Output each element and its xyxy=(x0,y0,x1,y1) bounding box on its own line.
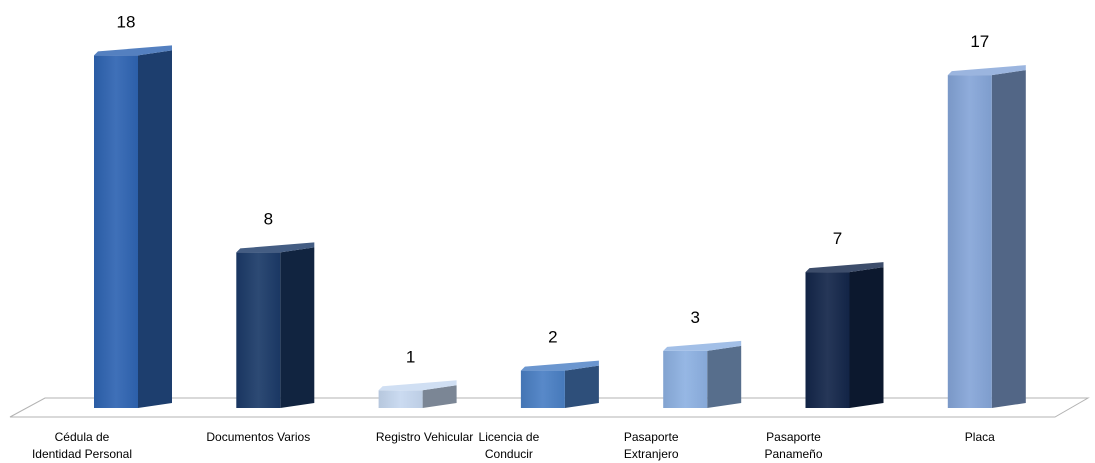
value-labels: 18 8 1 2 3 7 17 xyxy=(117,12,990,366)
bar-0 xyxy=(94,45,172,409)
bar-side-1 xyxy=(280,247,315,408)
category-labels: Cédula de Identidad Personal Documentos Va… xyxy=(32,430,995,461)
bar-side-0 xyxy=(138,50,172,409)
category-label: Pasaporte Extranjero xyxy=(624,430,679,461)
bar-side-2 xyxy=(422,385,457,408)
bar-side-4 xyxy=(707,345,742,408)
bar-side-3 xyxy=(564,365,599,408)
value-label: 8 xyxy=(264,209,273,228)
category-label: Licencia de Conducir xyxy=(479,430,540,461)
value-label: 18 xyxy=(117,12,136,31)
bar-front-3 xyxy=(520,370,565,408)
value-label: 17 xyxy=(970,32,989,51)
bar-top-5 xyxy=(805,262,884,273)
bar-front-4 xyxy=(663,350,708,408)
category-label: Cédula de Identidad Personal xyxy=(32,430,132,461)
bar-6 xyxy=(947,65,1026,408)
bar-front-2 xyxy=(378,390,423,408)
value-label: 2 xyxy=(548,328,557,347)
bar-4 xyxy=(663,340,742,408)
bar-side-6 xyxy=(991,70,1026,408)
bar-top-4 xyxy=(663,340,742,351)
category-label: Documentos Varios xyxy=(206,430,310,444)
bar-front-6 xyxy=(947,75,992,408)
bar-top-0 xyxy=(94,45,172,56)
category-label: Pasaporte Panameño xyxy=(764,430,822,461)
bar-3 xyxy=(520,360,599,408)
chart-bars xyxy=(94,45,1026,409)
value-label: 1 xyxy=(406,347,415,366)
bar-2 xyxy=(378,380,457,408)
bar-front-0 xyxy=(94,55,138,409)
value-label: 3 xyxy=(690,308,699,327)
bar-top-1 xyxy=(236,242,315,253)
bar-1 xyxy=(236,242,315,408)
category-label: Placa xyxy=(965,430,995,444)
bar-front-5 xyxy=(805,272,850,408)
bar-top-2 xyxy=(378,380,457,391)
category-label: Registro Vehicular xyxy=(376,430,473,444)
bar-5 xyxy=(805,262,884,408)
bar-top-6 xyxy=(947,65,1026,76)
bar-top-3 xyxy=(520,360,599,371)
value-label: 7 xyxy=(833,229,842,248)
bar-front-1 xyxy=(236,252,281,408)
bar-side-5 xyxy=(849,267,884,408)
